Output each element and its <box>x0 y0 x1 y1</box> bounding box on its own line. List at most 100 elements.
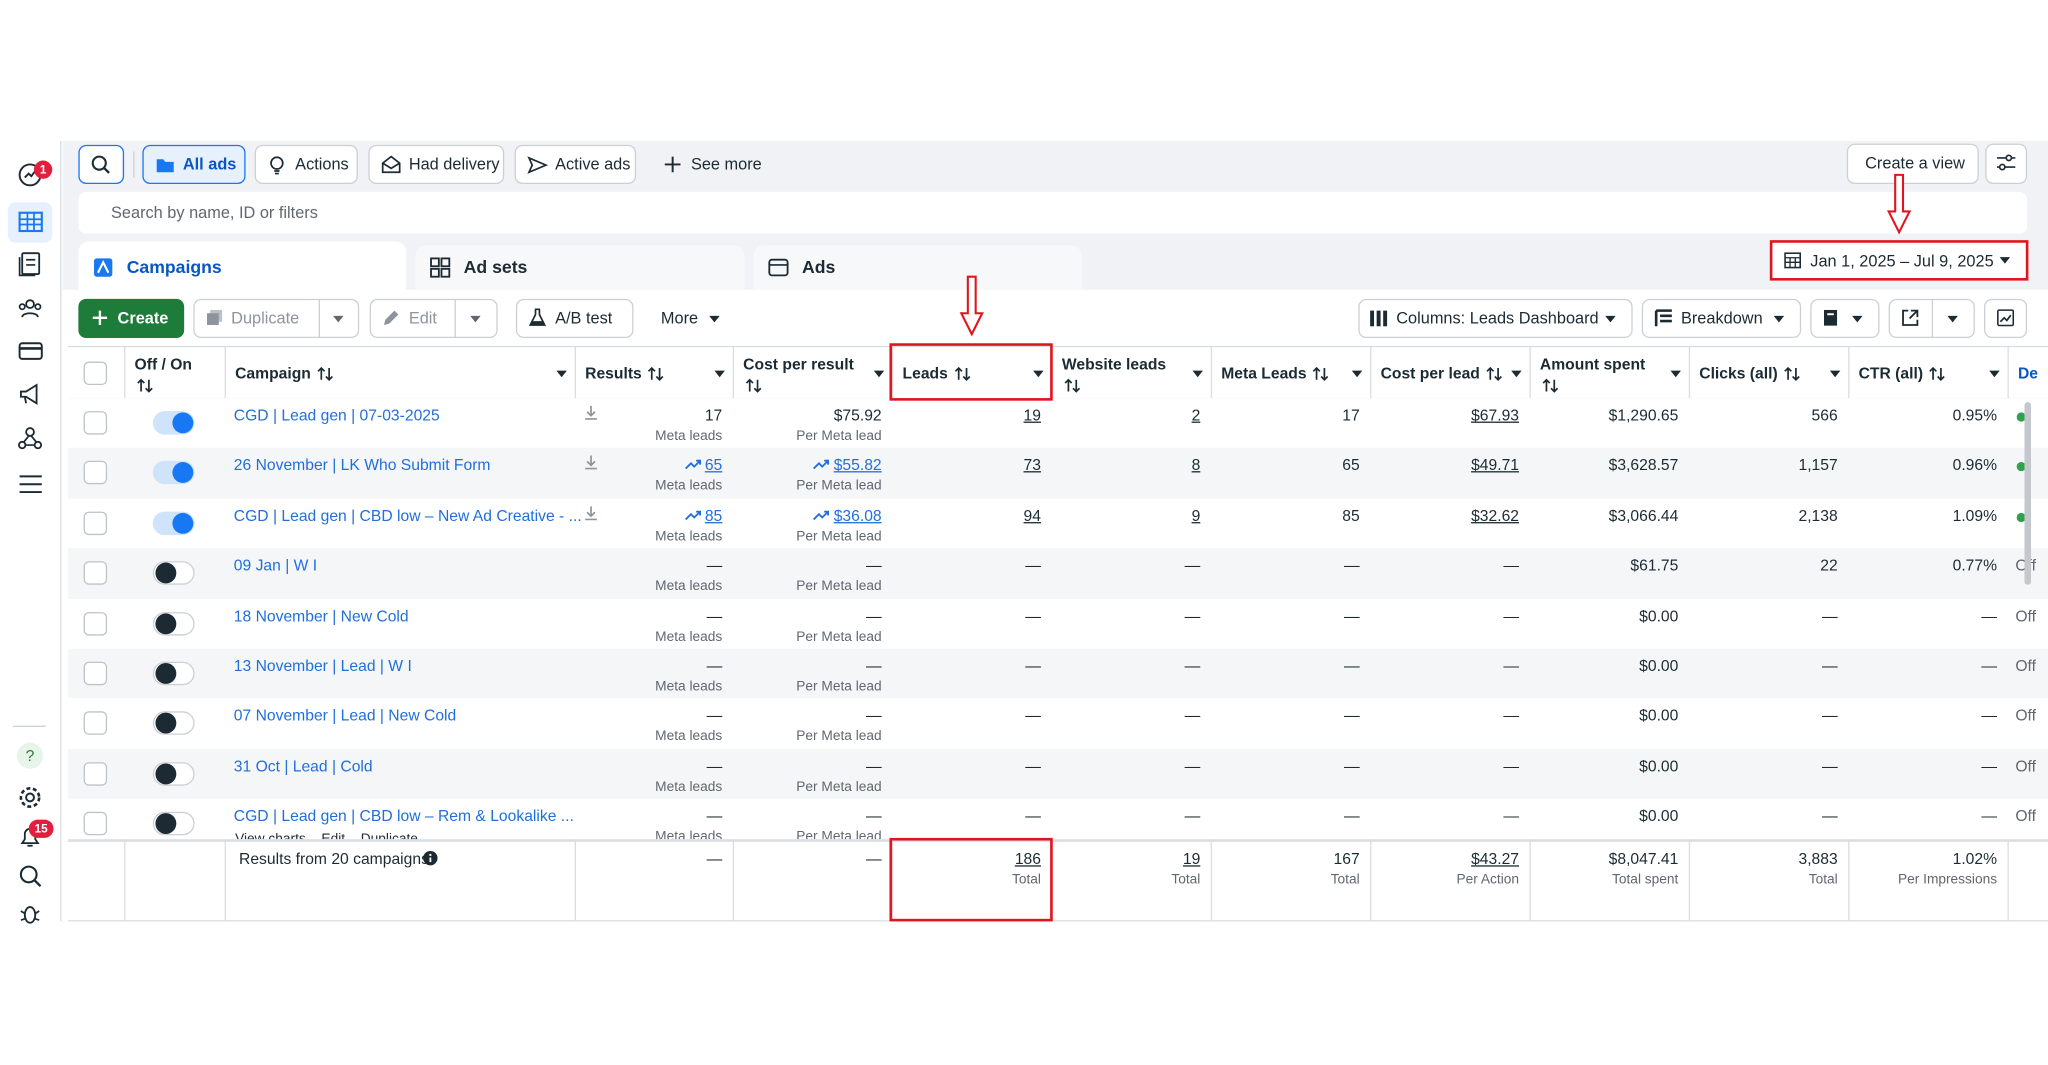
filter-button[interactable] <box>368 144 505 185</box>
icon-part <box>1542 378 1559 393</box>
icon-part <box>1785 257 1801 268</box>
edit-label[interactable]: Edit <box>408 309 437 328</box>
cost-per-lead[interactable]: $67.93 <box>1471 405 1520 425</box>
tab[interactable] <box>753 245 1082 290</box>
column-header[interactable]: Amount spent <box>1539 355 1646 374</box>
results[interactable]: 85 <box>704 506 723 525</box>
columns-button[interactable] <box>1358 298 1633 339</box>
cost-per-lead[interactable]: $32.62 <box>1471 506 1520 525</box>
delivery-dot <box>2016 462 2026 472</box>
column-header[interactable]: Results <box>585 364 642 383</box>
filter-label[interactable]: Active ads <box>555 155 631 174</box>
filter-button[interactable] <box>514 144 637 185</box>
view-settings-button[interactable] <box>1985 143 2028 185</box>
column-header[interactable]: Cost per lead <box>1380 364 1480 383</box>
cell: — <box>1689 757 1838 775</box>
cost-per-lead[interactable]: $49.71 <box>1471 456 1520 475</box>
campaign-name[interactable]: 13 November | Lead | W I <box>233 656 412 675</box>
cell-sublabel: Per Meta lead <box>796 428 882 444</box>
filter-label[interactable]: All ads <box>182 155 237 174</box>
search-button[interactable] <box>78 144 125 185</box>
leads[interactable]: 94 <box>1023 506 1041 525</box>
columns-label[interactable]: Columns: Leads Dashboard <box>1396 309 1599 328</box>
campaign-name[interactable]: 26 November | LK Who Submit Form <box>233 456 491 475</box>
website-leads[interactable]: 9 <box>1191 506 1201 525</box>
breakdown-label[interactable]: Breakdown <box>1680 309 1763 328</box>
campaign-name[interactable]: CGD | Lead gen | CBD low – New Ad Creati… <box>233 506 582 525</box>
row-checkbox[interactable] <box>83 511 108 535</box>
search-input[interactable] <box>78 191 2028 234</box>
cell: 1.09% <box>1848 506 1997 524</box>
filter-button[interactable] <box>142 144 246 185</box>
date-range-label[interactable]: Jan 1, 2025 – Jul 9, 2025 <box>1810 251 1994 271</box>
column-header-cell: Results <box>585 364 664 382</box>
row-checkbox[interactable] <box>83 761 108 786</box>
row-action[interactable]: Edit <box>321 832 345 840</box>
ctr: — <box>1981 656 1998 675</box>
column-border <box>732 839 735 922</box>
reports-button[interactable] <box>1810 298 1880 339</box>
create-view-button[interactable] <box>1846 143 1979 185</box>
search-icon <box>91 155 110 174</box>
row-checkbox[interactable] <box>83 711 108 736</box>
tab-label[interactable]: Campaigns <box>126 257 222 277</box>
campaign-name[interactable]: CGD | Lead gen | CBD low – Rem & Lookali… <box>233 806 574 826</box>
flask-icon <box>528 308 547 326</box>
row-action[interactable]: Duplicate <box>361 832 418 840</box>
column-header[interactable]: Cost per result <box>743 355 854 374</box>
leads[interactable]: 19 <box>1023 405 1041 425</box>
row-checkbox[interactable] <box>83 411 108 435</box>
column-header[interactable]: Leads <box>902 364 948 383</box>
more-label[interactable]: More <box>660 309 699 328</box>
sort-icon <box>317 366 334 381</box>
tab[interactable] <box>78 241 407 290</box>
icon-part <box>1313 366 1329 381</box>
row-checkbox[interactable] <box>83 812 108 836</box>
tab[interactable] <box>415 245 745 290</box>
campaign-name[interactable]: 09 Jan | W I <box>233 556 318 575</box>
column-header[interactable]: Off / On <box>134 355 192 374</box>
row-action[interactable]: View charts <box>235 832 306 840</box>
cell-sublabel: Meta leads <box>655 428 723 444</box>
column-header[interactable]: Clicks (all) <box>1699 364 1778 383</box>
create-view-label[interactable]: Create a view <box>1865 154 1965 173</box>
campaign-name[interactable]: 18 November | New Cold <box>233 606 409 625</box>
results[interactable]: 65 <box>704 456 723 475</box>
cost-per-result[interactable]: $36.08 <box>833 506 882 525</box>
column-header[interactable]: Website leads <box>1061 355 1167 374</box>
website-leads[interactable]: 2 <box>1191 405 1201 425</box>
website-leads[interactable]: 8 <box>1191 456 1201 475</box>
create-label[interactable]: Create <box>117 309 169 328</box>
campaign-name[interactable]: 31 Oct | Lead | Cold <box>233 756 373 775</box>
cell: — <box>575 807 723 825</box>
duplicate-label[interactable]: Duplicate <box>231 309 300 328</box>
ab-test-button[interactable] <box>515 298 634 339</box>
cell-sublabel: Meta leads <box>655 578 723 595</box>
filter-label[interactable]: See more <box>690 155 762 174</box>
footer-value: 19 <box>1182 849 1201 868</box>
date-range-picker[interactable] <box>1769 240 2029 281</box>
row-checkbox[interactable] <box>83 611 108 636</box>
row-checkbox[interactable] <box>83 461 108 485</box>
column-header[interactable]: Meta Leads <box>1221 364 1307 383</box>
tab-label[interactable]: Ads <box>801 257 836 277</box>
leads[interactable]: 73 <box>1023 456 1041 475</box>
icon-part <box>430 257 440 268</box>
column-header[interactable]: De <box>2017 364 2038 383</box>
row-checkbox[interactable] <box>83 561 108 585</box>
row-checkbox[interactable] <box>83 661 108 686</box>
column-header[interactable]: CTR (all) <box>1858 364 1924 383</box>
campaign-name[interactable]: CGD | Lead gen | 07-03-2025 <box>233 405 440 425</box>
column-header[interactable]: Campaign <box>235 364 311 383</box>
table-row <box>67 448 2048 499</box>
header-checkbox[interactable] <box>83 361 108 386</box>
cost-per-result[interactable]: $55.82 <box>833 456 882 475</box>
tab-label[interactable]: Ad sets <box>463 257 528 277</box>
icon-part <box>19 787 41 808</box>
campaign-name[interactable]: 07 November | Lead | New Cold <box>233 706 457 725</box>
filter-label[interactable]: Had delivery <box>408 155 500 174</box>
ab-test-label[interactable]: A/B test <box>555 309 613 328</box>
filter-label[interactable]: Actions <box>295 155 349 174</box>
footer-sublabel: Total <box>1011 871 1041 888</box>
ctr: 0.77% <box>1952 556 1998 575</box>
